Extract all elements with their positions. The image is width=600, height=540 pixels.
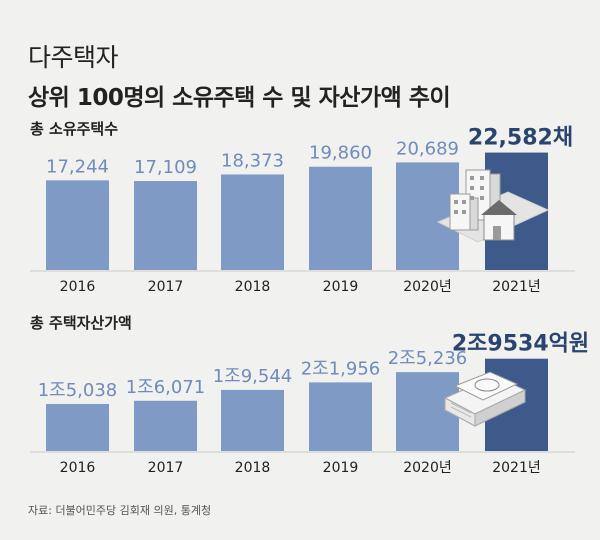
apartment-buildings-icon (436, 169, 550, 243)
value-label-housing-2017: 17,109 (134, 157, 197, 178)
tick-label-asset-2017: 2017 (148, 460, 184, 476)
chart-asset: 총 주택자산가액 1조5,038 2016 1조6,071 2017 1조9,544 201… (30, 314, 589, 476)
chart-title-housing: 총 소유주택수 (30, 120, 118, 138)
value-label-asset-2017: 1조6,071 (126, 377, 206, 398)
tick-label-asset-2020년: 2020년 (403, 460, 452, 476)
bar-housing-2017 (134, 181, 197, 270)
money-stack-icon (443, 371, 527, 427)
value-label-asset-2019: 2조1,956 (301, 358, 381, 379)
tick-label-housing-2020년: 2020년 (403, 279, 452, 295)
bar-asset-2016 (46, 404, 109, 451)
tick-label-asset-2021년: 2021년 (492, 460, 541, 476)
value-label-housing-2019: 19,860 (309, 143, 372, 164)
value-label-asset-2018: 1조9,544 (213, 366, 293, 387)
page-title: 상위 100명의 소유주택 수 및 자산가액 추이 (28, 85, 451, 111)
tick-label-housing-2017: 2017 (148, 279, 184, 295)
category-title: 다주택자 (28, 43, 119, 72)
bar-asset-2017 (134, 400, 197, 451)
chart-title-asset: 총 주택자산가액 (30, 314, 132, 332)
value-label-housing-2016: 17,244 (46, 156, 109, 177)
tick-label-asset-2018: 2018 (235, 460, 271, 476)
tick-label-asset-2016: 2016 (60, 460, 96, 476)
bar-housing-2016 (46, 180, 109, 270)
value-label-asset-2016: 1조5,038 (38, 380, 118, 401)
bar-housing-2018 (221, 174, 284, 270)
bar-housing-2020년 (396, 162, 459, 270)
value-label-housing-2018: 18,373 (221, 150, 284, 171)
value-label-asset-2020년: 2조5,236 (388, 348, 468, 369)
tick-label-housing-2016: 2016 (60, 279, 96, 295)
tick-label-asset-2019: 2019 (323, 460, 359, 476)
source-note: 자료: 더불어민주당 김회재 의원, 통계청 (28, 504, 212, 517)
tick-label-housing-2019: 2019 (323, 279, 359, 295)
value-label-housing-2020년: 20,689 (396, 138, 459, 159)
bar-asset-2019 (309, 382, 372, 451)
bar-asset-2018 (221, 389, 284, 451)
bar-housing-2019 (309, 166, 372, 270)
value-label-housing-2021년: 22,582채 (468, 126, 573, 151)
tick-label-housing-2018: 2018 (235, 279, 271, 295)
tick-label-housing-2021년: 2021년 (492, 279, 541, 295)
value-label-asset-2021년: 2조9534억원 (452, 332, 589, 357)
